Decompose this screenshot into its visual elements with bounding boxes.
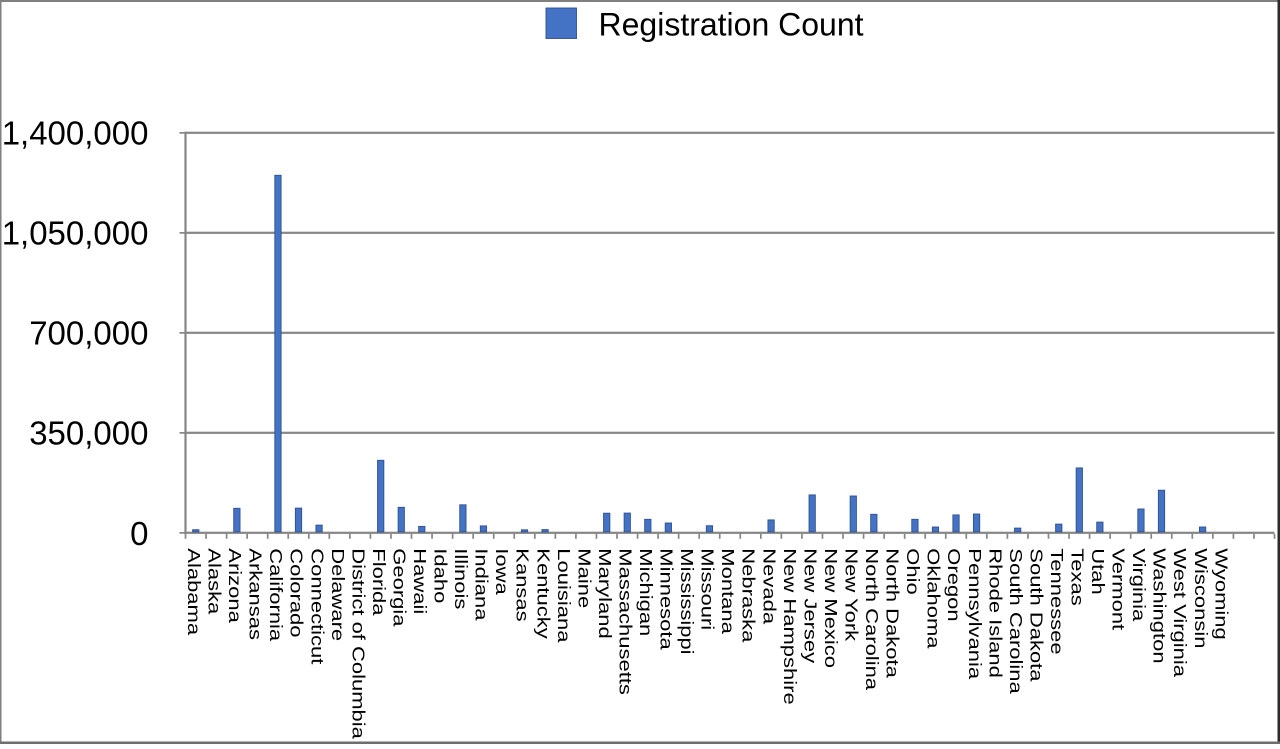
svg-text:Virginia: Virginia bbox=[1129, 548, 1148, 622]
svg-text:Wisconsin: Wisconsin bbox=[1190, 548, 1209, 648]
svg-text:West Virginia: West Virginia bbox=[1170, 548, 1189, 678]
svg-text:Nevada: Nevada bbox=[759, 548, 778, 625]
svg-text:Maryland: Maryland bbox=[595, 548, 614, 638]
svg-text:Arkansas: Arkansas bbox=[245, 548, 264, 640]
svg-text:Kansas: Kansas bbox=[512, 548, 531, 621]
svg-text:North Carolina: North Carolina bbox=[862, 548, 881, 691]
svg-text:New Hampshire: New Hampshire bbox=[779, 548, 798, 704]
svg-text:Ohio: Ohio bbox=[903, 548, 922, 594]
svg-text:South Dakota: South Dakota bbox=[1026, 548, 1045, 682]
svg-text:Maine: Maine bbox=[574, 548, 593, 608]
svg-text:Kentucky: Kentucky bbox=[533, 548, 552, 638]
svg-text:Idaho: Idaho bbox=[430, 548, 449, 603]
svg-text:Texas: Texas bbox=[1067, 548, 1086, 605]
svg-text:0: 0 bbox=[130, 515, 148, 552]
svg-text:Tennessee: Tennessee bbox=[1047, 548, 1066, 654]
svg-text:New York: New York bbox=[841, 548, 860, 641]
svg-text:1,050,000: 1,050,000 bbox=[2, 214, 149, 251]
svg-text:1,400,000: 1,400,000 bbox=[2, 114, 149, 151]
svg-text:Minnesota: Minnesota bbox=[656, 548, 675, 650]
svg-text:Illinois: Illinois bbox=[451, 548, 470, 609]
svg-text:Alaska: Alaska bbox=[204, 548, 223, 615]
svg-text:Georgia: Georgia bbox=[389, 548, 408, 627]
svg-text:Montana: Montana bbox=[718, 548, 737, 635]
svg-text:Louisiana: Louisiana bbox=[553, 548, 572, 643]
svg-text:District of Columbia: District of Columbia bbox=[348, 548, 367, 740]
svg-text:New Mexico: New Mexico bbox=[821, 548, 840, 668]
svg-text:Iowa: Iowa bbox=[492, 548, 511, 595]
svg-text:Alabama: Alabama bbox=[184, 548, 203, 636]
svg-text:Oklahoma: Oklahoma bbox=[923, 548, 942, 649]
svg-text:Wyoming: Wyoming bbox=[1211, 548, 1230, 639]
svg-text:Missouri: Missouri bbox=[697, 548, 716, 630]
svg-text:Oregon: Oregon bbox=[944, 548, 963, 621]
svg-text:Michigan: Michigan bbox=[636, 548, 655, 636]
svg-text:Pennsylvania: Pennsylvania bbox=[964, 548, 983, 680]
svg-text:New Jersey: New Jersey bbox=[800, 548, 819, 663]
svg-text:South Carolina: South Carolina bbox=[1005, 548, 1024, 694]
svg-text:Indiana: Indiana bbox=[471, 548, 490, 621]
svg-text:Massachusetts: Massachusetts bbox=[615, 548, 634, 695]
svg-text:Rhode Island: Rhode Island bbox=[985, 548, 1004, 678]
svg-text:Mississippi: Mississippi bbox=[677, 548, 696, 654]
svg-text:350,000: 350,000 bbox=[29, 414, 148, 451]
svg-text:North Dakota: North Dakota bbox=[882, 548, 901, 679]
svg-text:Vermont: Vermont bbox=[1108, 548, 1127, 630]
svg-text:Registration Count: Registration Count bbox=[599, 7, 864, 43]
svg-text:Connecticut: Connecticut bbox=[307, 548, 326, 665]
svg-text:Hawaii: Hawaii bbox=[410, 548, 429, 614]
svg-text:700,000: 700,000 bbox=[29, 314, 148, 351]
svg-text:Nebraska: Nebraska bbox=[738, 548, 757, 643]
svg-text:California: California bbox=[266, 548, 285, 642]
svg-text:Delaware: Delaware bbox=[327, 548, 346, 641]
svg-text:Washington: Washington bbox=[1149, 548, 1168, 663]
svg-text:Colorado: Colorado bbox=[286, 548, 305, 637]
svg-text:Utah: Utah bbox=[1088, 548, 1107, 594]
svg-text:Arizona: Arizona bbox=[225, 548, 244, 624]
svg-text:Florida: Florida bbox=[368, 548, 387, 616]
